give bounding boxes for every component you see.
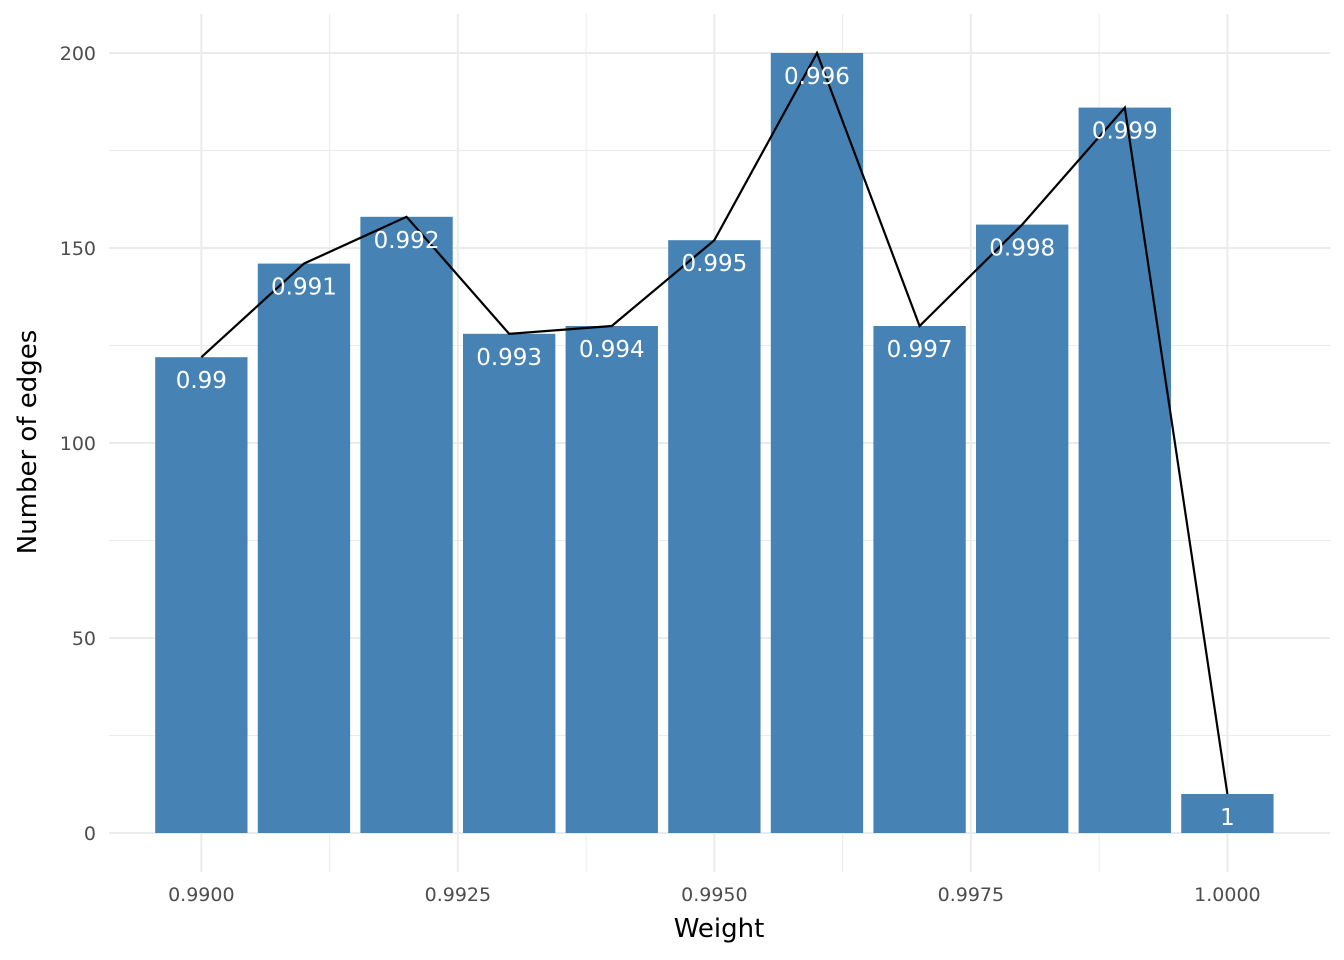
x-tick-label: 0.9900 <box>168 884 234 906</box>
bar-labels: 0.99 0.991 0.992 0.993 0.994 0.995 0.996 0.997 0… <box>176 64 1235 831</box>
x-tick-label: 0.9925 <box>425 884 491 906</box>
bar-value-label: 1 <box>1220 805 1235 831</box>
bar <box>873 326 966 833</box>
bar-value-label: 0.998 <box>989 236 1055 262</box>
x-tick-label: 1.0000 <box>1194 884 1260 906</box>
bar-value-label: 0.992 <box>374 228 440 254</box>
bar-value-label: 0.994 <box>579 337 645 363</box>
y-tick-label: 50 <box>72 628 96 650</box>
bar <box>1181 794 1274 833</box>
y-tick-label: 200 <box>60 43 96 65</box>
x-axis-ticks: 0.9900 0.9925 0.9950 0.9975 1.0000 <box>168 884 1261 906</box>
bar-value-label: 0.993 <box>476 345 542 371</box>
bar-value-label: 0.99 <box>176 368 227 394</box>
bar <box>565 326 658 833</box>
y-axis-title: Number of edges <box>13 330 43 555</box>
bar-value-label: 0.996 <box>784 64 850 90</box>
bar <box>668 240 761 833</box>
y-axis-ticks: 0 50 100 150 200 <box>60 43 96 845</box>
y-tick-label: 100 <box>60 433 96 455</box>
bar <box>257 263 351 834</box>
bar-value-label: 0.995 <box>681 251 747 277</box>
bar <box>770 53 864 833</box>
bar <box>462 333 556 833</box>
y-tick-label: 0 <box>84 823 96 845</box>
bar <box>1078 107 1171 834</box>
bar <box>976 224 1069 834</box>
bar-value-label: 0.997 <box>887 337 953 363</box>
x-axis-title: Weight <box>674 914 765 944</box>
y-tick-label: 150 <box>60 238 96 260</box>
x-tick-label: 0.9950 <box>681 884 747 906</box>
trend-line <box>200 50 1229 795</box>
bar <box>155 357 248 833</box>
bars <box>155 53 1274 834</box>
bar-value-label: 0.991 <box>271 275 337 301</box>
bar <box>360 216 453 834</box>
x-tick-label: 0.9975 <box>938 884 1004 906</box>
bar-value-label: 0.999 <box>1092 119 1158 145</box>
overlay-line <box>200 50 1229 795</box>
